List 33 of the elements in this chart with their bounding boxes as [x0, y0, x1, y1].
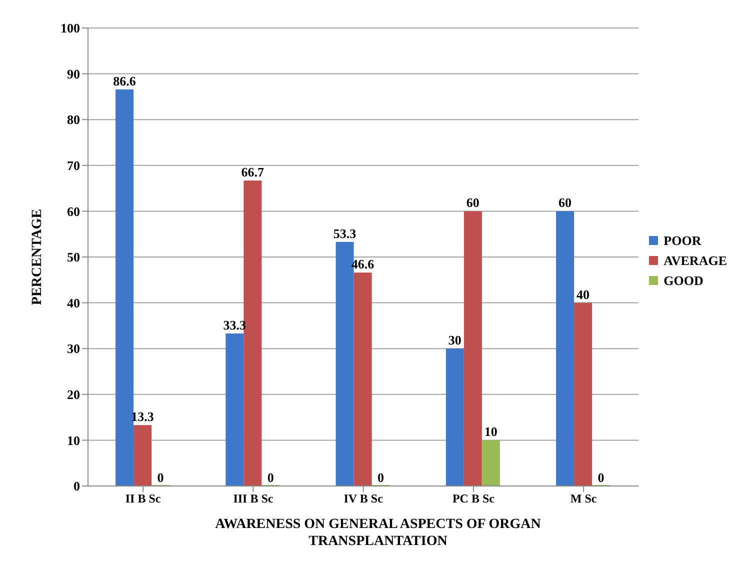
x-tick-label: IV B Sc	[344, 492, 384, 506]
y-axis-title: PERCENTAGE	[30, 208, 45, 306]
y-tick-label: 20	[67, 387, 80, 402]
y-tick-label: 50	[67, 250, 80, 265]
data-label: 0	[598, 470, 604, 485]
x-axis-title: AWARENESS ON GENERAL ASPECTS OF ORGAN TRANSPLANTATION	[214, 516, 542, 550]
y-tick-label: 100	[60, 20, 80, 36]
data-label: 60	[558, 195, 572, 210]
data-label: 0	[378, 470, 384, 485]
data-label: 0	[157, 470, 164, 485]
y-tick-label: 70	[67, 158, 80, 174]
y-tick-label: 30	[67, 341, 80, 356]
x-tick-label: II B Sc	[125, 492, 162, 506]
data-label: 10	[484, 424, 498, 440]
data-label: 0	[267, 470, 274, 485]
data-label: 53.3	[333, 226, 357, 241]
y-tick-label: 40	[67, 295, 80, 310]
y-tick-label: 60	[67, 204, 80, 219]
y-tick-label: 80	[67, 112, 80, 128]
x-tick-label: M Sc	[570, 492, 598, 506]
y-tick-label: 90	[67, 66, 80, 82]
x-tick-label: III B Sc	[233, 492, 274, 506]
x-tick-label: PC B Sc	[452, 492, 496, 506]
legend-label: POOR	[664, 232, 702, 248]
data-label: 30	[448, 332, 462, 348]
data-label: 40	[576, 286, 590, 302]
y-tick-label: 10	[67, 432, 80, 448]
legend-label: AVERAGE	[664, 252, 727, 268]
y-tick-label: 0	[74, 478, 80, 494]
data-label: 60	[466, 195, 480, 210]
legend-label: GOOD	[664, 272, 704, 288]
data-label: 86.6	[113, 73, 136, 88]
data-label: 66.7	[241, 164, 265, 180]
